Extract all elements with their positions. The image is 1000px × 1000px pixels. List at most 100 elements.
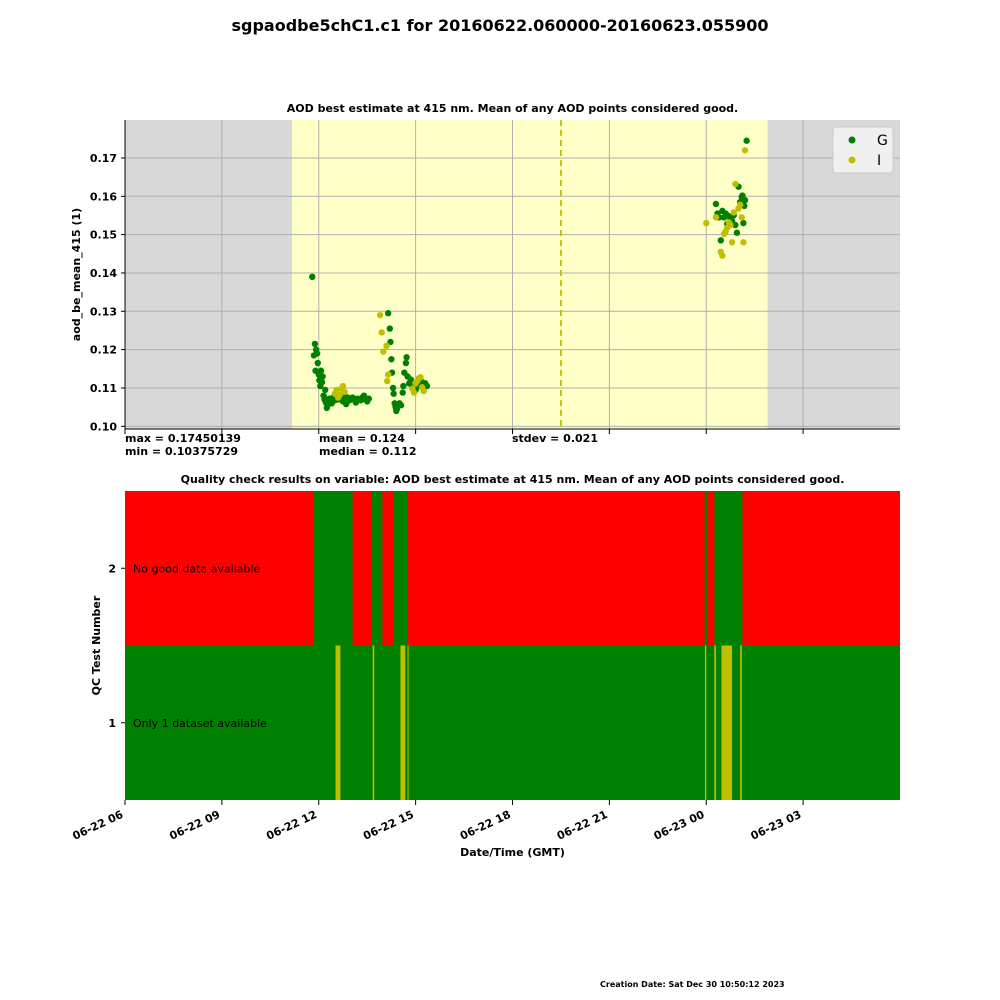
qc-x-tick-label: 06-22 06 <box>71 808 126 843</box>
qc-test-2-segment <box>704 491 707 646</box>
data-point-g <box>365 395 373 402</box>
data-point-i <box>376 311 384 319</box>
data-point-i <box>736 201 744 208</box>
data-point-i <box>738 214 745 221</box>
data-point-g <box>403 354 410 361</box>
data-point-i <box>384 371 392 378</box>
qc-xlabel: Date/Time (GMT) <box>460 846 565 859</box>
data-point-g <box>743 137 750 144</box>
data-point-i <box>333 386 340 394</box>
data-point-i <box>727 221 734 229</box>
qc-test-1-segment <box>714 645 716 800</box>
data-point-i <box>417 374 424 381</box>
qc-test-1-segment <box>740 645 742 800</box>
qc-test-2-label: No good data available <box>133 562 261 575</box>
y-tick-label: 0.10 <box>90 420 117 433</box>
stat-stdev: stdev = 0.021 <box>512 432 598 445</box>
qc-test-1-segment <box>704 645 707 800</box>
qc-test-2-segment <box>371 491 383 646</box>
scatter-title: AOD best estimate at 415 nm. Mean of any… <box>287 102 738 115</box>
data-point-i <box>730 209 737 216</box>
data-point-i <box>336 391 343 399</box>
legend-marker-g <box>848 136 856 144</box>
data-point-i <box>339 382 347 390</box>
data-point-g <box>386 325 393 332</box>
qc-x-tick-label: 06-22 12 <box>264 808 319 843</box>
data-point-g <box>423 382 431 390</box>
data-point-i <box>383 342 390 350</box>
qc-test-1-background <box>125 645 900 800</box>
qc-x-tick-label: 06-23 00 <box>652 808 707 843</box>
daylight-shading <box>291 120 768 429</box>
data-point-i <box>341 388 348 396</box>
stat-max: max = 0.17450139 <box>125 432 241 445</box>
data-point-g <box>400 382 407 390</box>
qc-test-1-segment <box>335 645 341 800</box>
data-point-i <box>728 239 736 246</box>
stat-min: min = 0.10375729 <box>125 445 239 458</box>
qc-test-1-segment <box>407 645 409 800</box>
qc-ylabel: QC Test Number <box>90 595 103 695</box>
data-point-g <box>309 273 316 281</box>
data-point-i <box>719 252 726 259</box>
data-point-i <box>384 377 391 385</box>
data-point-g <box>402 359 410 367</box>
data-point-g <box>732 221 739 229</box>
data-point-g <box>740 219 747 227</box>
legend-marker-i <box>848 156 856 164</box>
data-point-i <box>410 389 418 396</box>
data-point-g <box>390 390 397 397</box>
data-point-g <box>733 229 741 236</box>
qc-test-1-segment <box>400 645 406 800</box>
qc-test-2-segment <box>714 491 743 646</box>
data-point-i <box>378 329 385 336</box>
data-point-i <box>420 387 427 395</box>
qc-test-1-segment <box>721 645 733 800</box>
data-point-g <box>319 373 326 380</box>
data-point-i <box>380 348 387 355</box>
data-point-g <box>317 367 325 374</box>
stat-median: median = 0.112 <box>319 445 417 458</box>
qc-title: Quality check results on variable: AOD b… <box>181 473 845 486</box>
y-tick-label: 0.16 <box>90 190 117 203</box>
data-point-g <box>384 310 392 317</box>
data-point-g <box>322 386 329 394</box>
data-point-g <box>397 402 405 409</box>
qc-x-tick-label: 06-22 15 <box>361 808 416 843</box>
qc-test-2-background <box>125 491 900 646</box>
qc-x-tick-label: 06-22 21 <box>555 808 610 843</box>
data-point-g <box>318 379 326 386</box>
qc-x-tick-label: 06-23 03 <box>749 808 804 843</box>
y-tick-label: 0.11 <box>90 382 117 395</box>
y-tick-label: 0.12 <box>90 344 117 357</box>
creation-date: Creation Date: Sat Dec 30 10:50:12 2023 <box>600 980 785 989</box>
data-point-g <box>717 237 724 244</box>
data-point-g <box>712 200 720 208</box>
y-tick-label: 0.15 <box>90 229 117 242</box>
legend-label-g: G <box>877 133 888 149</box>
data-point-g <box>389 384 397 392</box>
qc-y-tick-label: 1 <box>108 717 116 730</box>
qc-test-2-segment <box>313 491 353 646</box>
data-point-i <box>740 239 747 246</box>
qc-x-tick-label: 06-22 09 <box>167 808 222 843</box>
y-tick-label: 0.13 <box>90 305 117 318</box>
qc-test-1-label: Only 1 dataset available <box>133 717 267 730</box>
stat-mean: mean = 0.124 <box>319 432 405 445</box>
legend-label-i: I <box>877 153 881 169</box>
figure-title: sgpaodbe5chC1.c1 for 20160622.060000-201… <box>231 16 769 35</box>
data-point-g <box>407 376 414 383</box>
legend-box <box>832 126 894 174</box>
data-point-g <box>399 389 406 396</box>
data-point-i <box>703 219 710 227</box>
data-point-i <box>732 180 739 188</box>
data-point-g <box>314 359 321 367</box>
qc-test-1-segment <box>372 645 375 800</box>
y-tick-label: 0.17 <box>90 152 117 165</box>
qc-test-2-segment <box>393 491 408 646</box>
scatter-ylabel: aod_be_mean_415 (1) <box>70 208 83 341</box>
data-point-i <box>712 214 720 221</box>
qc-x-tick-label: 06-22 18 <box>458 808 513 843</box>
data-point-g <box>388 356 395 363</box>
